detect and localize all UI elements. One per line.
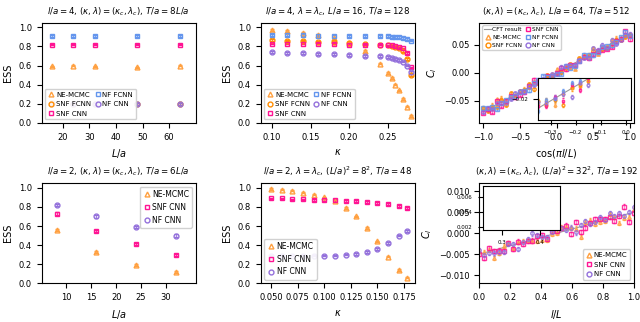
Title: $l/a = 4,\, \lambda = \lambda_c,\, L/a = 16,\, T/a = 128$: $l/a = 4,\, \lambda = \lambda_c,\, L/a =… (265, 5, 410, 18)
X-axis label: $L/a$: $L/a$ (111, 308, 127, 321)
Title: $l/a = 2,\, (\kappa, \lambda) = (\kappa_c, \lambda_c),\, T/a = 6L/a$: $l/a = 2,\, (\kappa, \lambda) = (\kappa_… (47, 166, 190, 178)
Legend: NE-MCMC, SNF FCNN, SNF CNN, NF FCNN, NF CNN: NE-MCMC, SNF FCNN, SNF CNN, NF FCNN, NF … (45, 89, 136, 119)
X-axis label: $\kappa$: $\kappa$ (333, 308, 342, 317)
X-axis label: $l/L$: $l/L$ (550, 308, 563, 321)
Title: $(\kappa, \lambda) = (\kappa_c, \lambda_c),\, L/a = 64,\, T/a = 512$: $(\kappa, \lambda) = (\kappa_c, \lambda_… (483, 5, 630, 18)
Legend: NE-MCMC, SNF CNN, NF CNN: NE-MCMC, SNF CNN, NF CNN (140, 187, 192, 228)
Legend: NE-MCMC, SNF CNN, NF CNN: NE-MCMC, SNF CNN, NF CNN (582, 249, 630, 280)
Y-axis label: $C_l$: $C_l$ (420, 228, 433, 239)
Y-axis label: ESS: ESS (222, 63, 232, 82)
Legend: NE-MCMC, SNF CNN, NF CNN: NE-MCMC, SNF CNN, NF CNN (264, 239, 317, 279)
X-axis label: $\kappa$: $\kappa$ (333, 147, 342, 157)
Legend: CFT result, NE-MCMC, SNF FCNN, SNF CNN, NF FCNN, NF CNN: CFT result, NE-MCMC, SNF FCNN, SNF CNN, … (483, 25, 561, 50)
Y-axis label: ESS: ESS (3, 63, 13, 82)
X-axis label: $L/a$: $L/a$ (111, 147, 127, 160)
Y-axis label: ESS: ESS (222, 224, 232, 242)
Title: $l/a = 4,\, (\kappa, \lambda) = (\kappa_c, \lambda_c),\, T/a = 8L/a$: $l/a = 4,\, (\kappa, \lambda) = (\kappa_… (47, 5, 190, 18)
Title: $(\kappa, \lambda) = (\kappa_c, \lambda_c),\, (L/a)^2 = 32^2,\, T/a = 192$: $(\kappa, \lambda) = (\kappa_c, \lambda_… (475, 164, 638, 178)
Y-axis label: ESS: ESS (3, 224, 13, 242)
Legend: NE-MCMC, SNF FCNN, SNF CNN, NF FCNN, NF CNN: NE-MCMC, SNF FCNN, SNF CNN, NF FCNN, NF … (264, 89, 355, 119)
X-axis label: $\cos(\pi l/L)$: $\cos(\pi l/L)$ (535, 147, 578, 160)
Title: $l/a = 2,\, \lambda = \lambda_c,\, (L/a)^2 = 8^2,\, T/a = 48$: $l/a = 2,\, \lambda = \lambda_c,\, (L/a)… (263, 164, 412, 178)
Y-axis label: $C_l$: $C_l$ (425, 67, 439, 78)
